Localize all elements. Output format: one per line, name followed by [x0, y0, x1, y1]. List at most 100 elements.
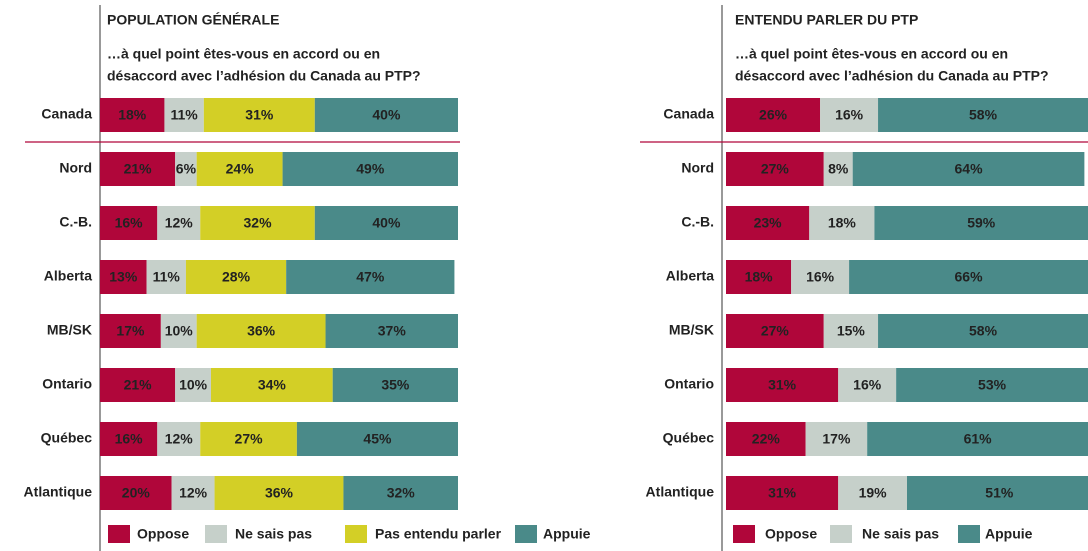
- value-label: 36%: [247, 323, 276, 339]
- category-label: Ontario: [664, 376, 714, 392]
- category-label: C.-B.: [681, 214, 714, 230]
- value-label: 11%: [153, 269, 181, 285]
- bar-segment: [878, 98, 1088, 132]
- chart-subtitle: désaccord avec l’adhésion du Canada au P…: [735, 68, 1049, 84]
- bar-segment: [852, 152, 1085, 186]
- value-label: 18%: [118, 107, 147, 123]
- category-label: Atlantique: [646, 484, 715, 500]
- value-label: 20%: [122, 485, 151, 501]
- bar-segment: [100, 476, 172, 510]
- legend-label: Oppose: [765, 526, 817, 542]
- value-label: 61%: [964, 431, 993, 447]
- category-label: Alberta: [44, 268, 92, 284]
- value-label: 45%: [363, 431, 392, 447]
- chart-title: POPULATION GÉNÉRALE: [107, 12, 279, 28]
- category-label: Québec: [663, 430, 715, 446]
- bar-segment: [100, 314, 161, 348]
- value-label: 18%: [745, 269, 774, 285]
- legend-swatch: [733, 525, 755, 543]
- bar-segment: [726, 422, 806, 456]
- value-label: 31%: [245, 107, 274, 123]
- legend-label: Ne sais pas: [862, 526, 939, 542]
- value-label: 12%: [179, 485, 208, 501]
- category-label: MB/SK: [669, 322, 714, 338]
- value-label: 8%: [828, 161, 849, 177]
- category-label: Alberta: [666, 268, 714, 284]
- value-label: 12%: [165, 431, 194, 447]
- bar-segment: [196, 314, 326, 348]
- value-label: 10%: [179, 377, 208, 393]
- value-label: 31%: [768, 485, 797, 501]
- bar-segment: [878, 314, 1088, 348]
- bar-segment: [726, 368, 839, 402]
- value-label: 12%: [165, 215, 194, 231]
- value-label: 16%: [115, 215, 144, 231]
- bar-segment: [838, 368, 897, 402]
- value-label: 35%: [381, 377, 410, 393]
- value-label: 66%: [955, 269, 984, 285]
- bar-segment: [100, 422, 158, 456]
- value-label: 40%: [372, 107, 401, 123]
- value-label: 32%: [244, 215, 273, 231]
- category-label: Québec: [41, 430, 93, 446]
- bar-segment: [791, 260, 850, 294]
- value-label: 40%: [372, 215, 401, 231]
- bar-segment: [100, 260, 147, 294]
- legend-label: Appuie: [985, 526, 1033, 542]
- bar-segment: [200, 422, 297, 456]
- value-label: 32%: [387, 485, 416, 501]
- bar-segment: [314, 206, 458, 240]
- value-label: 64%: [955, 161, 984, 177]
- category-label: MB/SK: [47, 322, 92, 338]
- bar-segment: [100, 152, 176, 186]
- bar-segment: [325, 314, 458, 348]
- category-label: Atlantique: [24, 484, 93, 500]
- chart-subtitle: désaccord avec l’adhésion du Canada au P…: [107, 68, 421, 84]
- value-label: 21%: [124, 161, 153, 177]
- bar-segment: [157, 206, 201, 240]
- value-label: 26%: [759, 107, 788, 123]
- bar-segment: [332, 368, 458, 402]
- bar-segment: [185, 260, 287, 294]
- bar-segment: [874, 206, 1088, 240]
- bar-segment: [146, 260, 186, 294]
- value-label: 23%: [754, 215, 783, 231]
- value-label: 17%: [116, 323, 145, 339]
- bar-segment: [175, 152, 197, 186]
- bar-segment: [726, 206, 810, 240]
- value-label: 16%: [835, 107, 864, 123]
- category-label: C.-B.: [59, 214, 92, 230]
- legend-swatch: [515, 525, 537, 543]
- bar-segment: [726, 260, 792, 294]
- bar-segment: [867, 422, 1088, 456]
- value-label: 11%: [171, 107, 199, 123]
- value-label: 36%: [265, 485, 294, 501]
- value-label: 21%: [124, 377, 153, 393]
- bar-segment: [896, 368, 1088, 402]
- value-label: 51%: [985, 485, 1014, 501]
- value-label: 47%: [356, 269, 385, 285]
- category-label: Canada: [41, 106, 92, 122]
- chart-title: ENTENDU PARLER DU PTP: [735, 12, 918, 28]
- bar-segment: [726, 98, 821, 132]
- value-label: 6%: [176, 161, 197, 177]
- bar-segment: [200, 206, 315, 240]
- chart-subtitle: …à quel point êtes-vous en accord ou en: [107, 46, 380, 62]
- value-label: 24%: [226, 161, 255, 177]
- bar-segment: [296, 422, 458, 456]
- legend-label: Ne sais pas: [235, 526, 312, 542]
- value-label: 58%: [969, 323, 998, 339]
- category-label: Ontario: [42, 376, 92, 392]
- chart-subtitle: …à quel point êtes-vous en accord ou en: [735, 46, 1008, 62]
- bar-segment: [100, 98, 165, 132]
- bar-segment: [100, 368, 176, 402]
- legend-swatch: [830, 525, 852, 543]
- legend-label: Pas entendu parler: [375, 526, 502, 542]
- legend-swatch: [205, 525, 227, 543]
- bar-segment: [286, 260, 455, 294]
- bar-segment: [838, 476, 907, 510]
- bar-segment: [726, 314, 824, 348]
- category-label: Canada: [663, 106, 714, 122]
- value-label: 22%: [752, 431, 781, 447]
